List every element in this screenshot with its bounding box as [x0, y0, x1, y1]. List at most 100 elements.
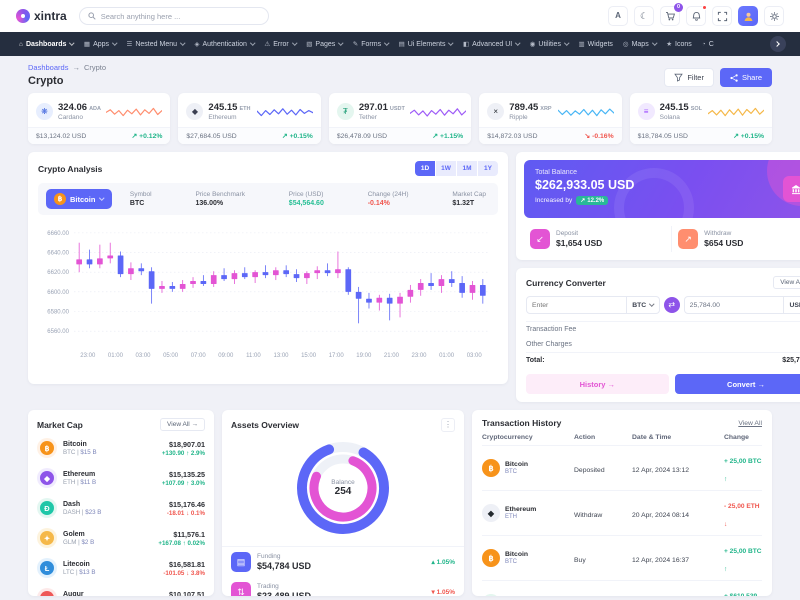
nav-item-icons[interactable]: ★ Icons — [661, 32, 697, 56]
crypto-card-solana[interactable]: ≡ 245.15 SOL Solana $18,784.05 USD ↗ +0.15% — [629, 93, 773, 144]
ellipsis-icon: ⋮ — [444, 420, 452, 429]
nav-item-apps[interactable]: ▦ Apps — [79, 32, 122, 56]
converter-total-row: Total: $25,784.00 — [526, 352, 800, 368]
language-icon: A — [615, 11, 621, 20]
nav-item-label: Forms — [361, 40, 382, 48]
nav-item-label: Ui Elements — [407, 40, 446, 48]
inner-ring — [309, 454, 377, 522]
convert-from-input[interactable] — [527, 301, 627, 309]
crypto-card-tether[interactable]: ₮ 297.01 USDT Tether $26,478.09 USD ↗ +1.15% — [328, 93, 472, 144]
language-button[interactable]: A — [608, 6, 628, 26]
page-title: Crypto — [28, 75, 64, 87]
tether-icon: ₮ — [336, 102, 354, 120]
breadcrumb-dashboards[interactable]: Dashboards — [28, 63, 69, 72]
range-1m-button[interactable]: 1M — [457, 161, 477, 176]
swap-currencies-button[interactable]: ⇄ — [663, 297, 680, 313]
svg-text:09:00: 09:00 — [218, 353, 234, 359]
coin-name: Dash — [63, 500, 81, 508]
nav-item-advanced-ui[interactable]: ◧ Advanced UI — [458, 32, 525, 56]
crypto-symbol: SOL — [690, 105, 702, 112]
assets-menu-button[interactable]: ⋮ — [441, 418, 455, 432]
nav-item-c[interactable]: ◔ C — [697, 32, 719, 56]
nav-item-label: Icons — [675, 40, 692, 48]
crypto-symbol: XRP — [540, 105, 552, 112]
range-1d-button[interactable]: 1D — [415, 161, 435, 176]
share-button[interactable]: Share — [719, 68, 772, 87]
nav-item-ui-elements[interactable]: ▤ Ui Elements — [394, 32, 458, 56]
nav-item-nested-menu[interactable]: ☰ Nested Menu — [122, 32, 190, 56]
stat-label: Market Cap — [452, 191, 486, 198]
increase-label: Increased by — [535, 197, 573, 204]
bitcoin-icon: ฿ — [482, 549, 500, 567]
nav-item-widgets[interactable]: ▥ Widgets — [573, 32, 617, 56]
coin-select-button[interactable]: ฿ Bitcoin — [46, 189, 112, 209]
chevron-down-icon — [99, 195, 105, 201]
from-currency-select[interactable]: BTC — [626, 297, 658, 313]
bank-button[interactable] — [783, 176, 800, 202]
crypto-usd-value: $18,784.05 USD — [637, 132, 688, 140]
range-1w-button[interactable]: 1W — [436, 161, 456, 176]
user-avatar[interactable] — [738, 6, 758, 26]
fullscreen-button[interactable] — [712, 6, 732, 26]
chevron-down-icon — [250, 40, 256, 46]
convert-to-input[interactable] — [684, 301, 784, 309]
chevron-down-icon — [649, 301, 655, 307]
range-1y-button[interactable]: 1Y — [478, 161, 498, 176]
crypto-usd-value: $26,478.09 USD — [336, 132, 388, 140]
solana-icon: ≡ — [637, 102, 655, 120]
transaction-change: + 25,00 BTC ↑ — [724, 548, 762, 573]
pages-icon: ▧ — [306, 41, 313, 48]
filter-button[interactable]: Filter — [664, 68, 714, 87]
global-search[interactable] — [78, 7, 269, 25]
market-cap-view-all-button[interactable]: View All → — [160, 418, 205, 431]
share-label: Share — [741, 73, 762, 82]
breadcrumb: Dashboards → Crypto — [28, 63, 106, 72]
nav-item-label: Authentication — [202, 40, 247, 48]
nav-item-utilities[interactable]: ◉ Utilities — [525, 32, 574, 56]
nav-item-pages[interactable]: ▧ Pages — [301, 32, 348, 56]
asset-value: $54,784 USD — [257, 561, 312, 571]
nav-item-authentication[interactable]: ◈ Authentication — [190, 32, 260, 56]
chevron-right-icon — [774, 41, 780, 47]
nav-next-button[interactable] — [770, 36, 786, 52]
chevron-down-icon — [564, 40, 570, 46]
crypto-name: Tether — [358, 113, 377, 121]
stat-label: Price (USD) — [288, 191, 324, 198]
ethereum-icon: ◆ — [482, 504, 500, 522]
converter-summary: Transaction Fee$3.04Other Charges$6.55 T… — [526, 321, 800, 368]
nav-item-forms[interactable]: ✎ Forms — [348, 32, 394, 56]
nav-item-label: Error — [273, 40, 289, 48]
to-currency-select[interactable]: USD — [783, 297, 800, 313]
coin-name: Litecoin — [63, 560, 90, 568]
history-view-all-link[interactable]: View All — [738, 419, 762, 427]
crypto-name: Ripple — [509, 113, 528, 121]
notifications-button[interactable] — [686, 5, 707, 26]
converter-view-all-button[interactable]: View All — [773, 276, 800, 289]
nav-item-dashboards[interactable]: ⌂ Dashboards — [14, 32, 79, 56]
dark-mode-button[interactable]: ☾ — [634, 6, 654, 26]
app-logo[interactable]: xintra — [16, 9, 67, 23]
chevron-down-icon — [112, 40, 118, 46]
donut-center-value: 254 — [334, 486, 352, 497]
crypto-card-ethereum[interactable]: ◆ 245.15 ETH Ethereum $27,684.05 USD ↗ +0.15% — [178, 93, 321, 144]
settings-button[interactable] — [764, 6, 784, 26]
history-button[interactable]: History → — [526, 374, 669, 394]
topbar: xintra A ☾ 0 — [0, 0, 800, 32]
search-input[interactable] — [100, 11, 260, 21]
cart-button[interactable]: 0 — [660, 3, 683, 26]
coin-name: Ethereum — [63, 470, 96, 478]
asset-label: Trading — [257, 583, 279, 590]
market-cap-row-ethereum: ◆ Ethereum ETH | $11 B $15,135.25 +107.09 ↑ … — [37, 463, 205, 493]
transaction-change: - 25,00 ETH ↓ — [724, 503, 760, 528]
transaction-history-panel: Transaction History View All Cryptocurre… — [472, 410, 772, 596]
nav-item-error[interactable]: ⚠ Error — [259, 32, 301, 56]
topbar-actions: A ☾ 0 — [608, 3, 784, 26]
crypto-card-ripple[interactable]: × 789.45 XRP Ripple $14,872.03 USD ↘ -0.16% — [479, 93, 622, 144]
coin-cap: $11 B — [80, 478, 97, 486]
crypto-card-cardano[interactable]: ❋ 324.06 ADA Cardano $13,124.02 USD ↗ +0.12% — [28, 93, 171, 144]
nav-item-maps[interactable]: ◎ Maps — [618, 32, 661, 56]
crypto-change: ↘ -0.16% — [584, 132, 613, 141]
coin-symbol: ETH | — [63, 478, 81, 486]
gear-icon — [769, 11, 779, 21]
convert-button[interactable]: Convert → — [674, 374, 800, 394]
